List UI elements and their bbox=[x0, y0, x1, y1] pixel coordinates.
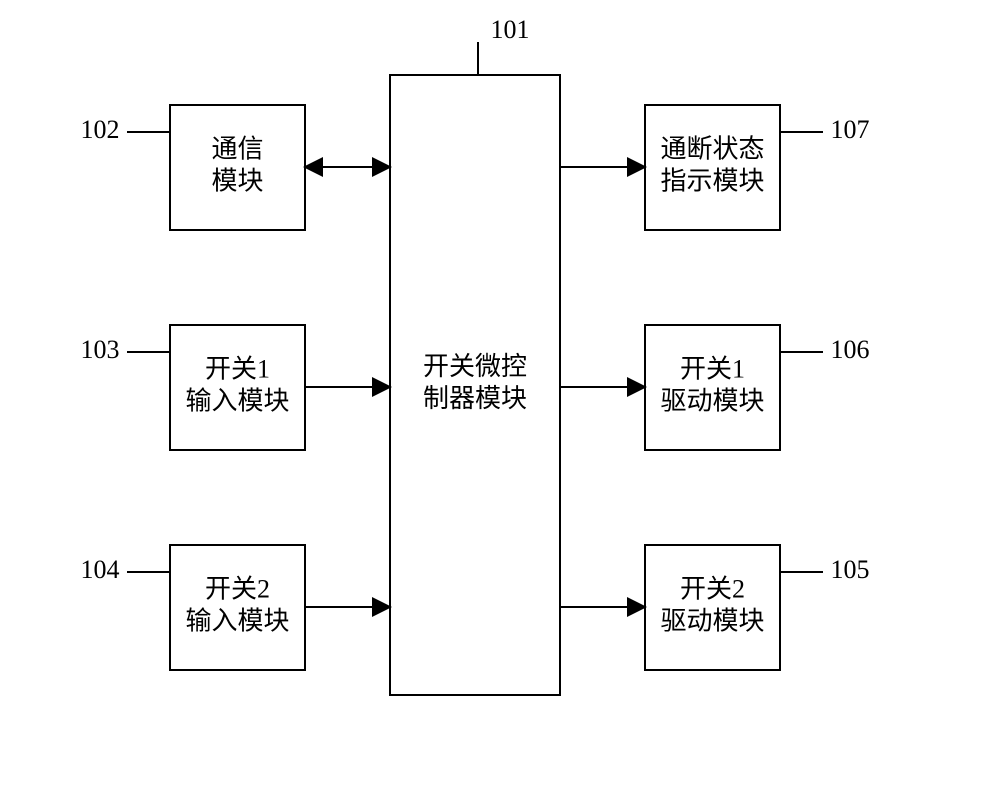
label-left_top: 102 bbox=[81, 115, 120, 144]
label-left_mid: 103 bbox=[81, 335, 120, 364]
block-right_mid-line-0: 开关1 bbox=[680, 354, 745, 383]
block-left_bot-line-1: 输入模块 bbox=[185, 606, 289, 635]
block-center-line-1: 制器模块 bbox=[423, 384, 527, 413]
block-right_mid-line-1: 驱动模块 bbox=[660, 386, 764, 415]
label-left_bot: 104 bbox=[81, 555, 120, 584]
block-right_bot-line-1: 驱动模块 bbox=[660, 606, 764, 635]
block-left_mid-line-1: 输入模块 bbox=[185, 386, 289, 415]
block-right_bot-line-0: 开关2 bbox=[680, 574, 745, 603]
block-diagram: 开关微控制器模块通信模块开关1输入模块开关2输入模块通断状态指示模块开关1驱动模… bbox=[0, 0, 1000, 789]
block-center: 开关微控制器模块 bbox=[390, 75, 560, 695]
block-left_mid-line-0: 开关1 bbox=[205, 354, 270, 383]
label-center: 101 bbox=[491, 15, 530, 44]
block-left_bot: 开关2 输入模块 bbox=[170, 545, 305, 670]
label-right_mid: 106 bbox=[831, 335, 870, 364]
block-right_top-line-1: 指示模块 bbox=[660, 166, 764, 195]
block-left_mid: 开关1 输入模块 bbox=[170, 325, 305, 450]
block-left_top-line-0: 通信 bbox=[211, 134, 263, 163]
block-left_top-line-1: 模块 bbox=[211, 166, 263, 195]
block-right_bot: 开关2 驱动模块 bbox=[645, 545, 780, 670]
block-left_bot-line-0: 开关2 bbox=[205, 574, 270, 603]
block-right_mid: 开关1 驱动模块 bbox=[645, 325, 780, 450]
block-center-line-0: 开关微控 bbox=[423, 352, 527, 381]
label-right_top: 107 bbox=[831, 115, 870, 144]
block-right_top: 通断状态指示模块 bbox=[645, 105, 780, 230]
label-right_bot: 105 bbox=[831, 555, 870, 584]
block-left_top: 通信模块 bbox=[170, 105, 305, 230]
block-right_top-line-0: 通断状态 bbox=[660, 134, 764, 163]
